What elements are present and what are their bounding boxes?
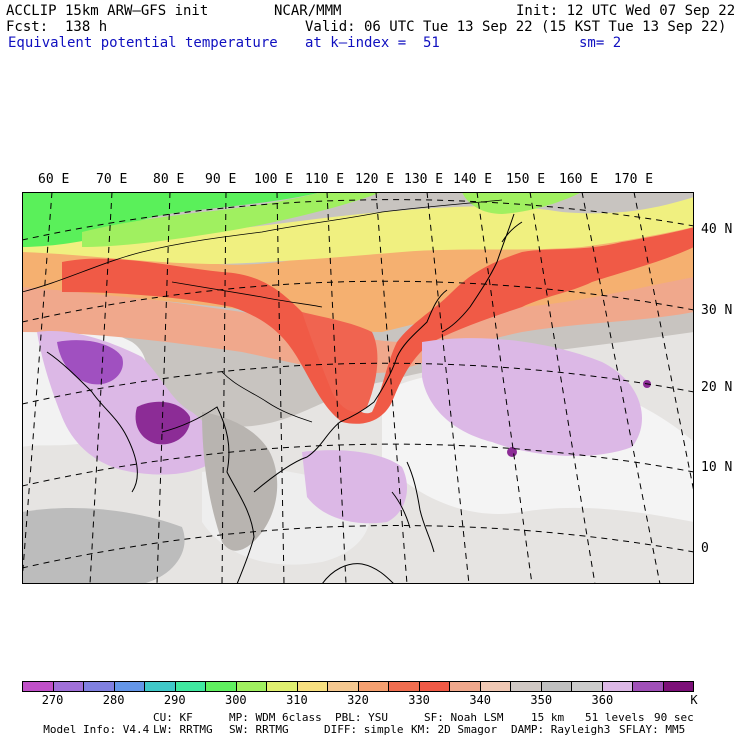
lat-label: 20 N	[701, 380, 733, 395]
coastline	[391, 461, 435, 553]
colorbar-label: 350	[530, 693, 553, 707]
model-title: ACCLIP 15km ARW–GFS init	[6, 3, 209, 19]
footer-item: SF: Noah LSM	[424, 711, 504, 724]
colorbar-swatch	[267, 682, 298, 691]
colorbar-label: 340	[469, 693, 492, 707]
longitude-line	[633, 192, 694, 493]
colorbar-label: 360	[591, 693, 614, 707]
border	[171, 281, 323, 308]
footer-item: PBL: YSU	[335, 711, 388, 724]
colorbar-swatch	[389, 682, 420, 691]
colorbar	[22, 681, 694, 692]
footer-item: 51 levels	[585, 711, 645, 724]
map-field-lightgreen	[462, 192, 582, 214]
lon-label: 70 E	[96, 172, 128, 187]
colorbar-swatch	[206, 682, 237, 691]
colorbar-swatch	[480, 682, 511, 691]
colorbar-swatch	[297, 682, 328, 691]
footer-item: SFLAY: MM5	[619, 723, 686, 736]
longitude-line	[529, 192, 596, 584]
footer-item: DAMP: Rayleigh3	[511, 723, 611, 736]
footer-item: CU: KF	[153, 711, 193, 724]
map-field-lightgreen	[82, 192, 382, 247]
colorbar-swatch	[602, 682, 633, 691]
lon-label: 140 E	[453, 172, 493, 187]
footer-item: LW: RRTMG	[153, 723, 213, 736]
colorbar-swatch	[633, 682, 664, 691]
lat-label: 10 N	[701, 460, 733, 475]
colorbar-label: 310	[286, 693, 308, 707]
colorbar-swatch	[541, 682, 572, 691]
lon-label: 90 E	[205, 172, 237, 187]
colorbar-label: 280	[102, 693, 125, 707]
colorbar-swatch	[663, 682, 693, 691]
colorbar-swatch	[175, 682, 206, 691]
footer-item: 15 km	[531, 711, 565, 724]
colorbar-swatch	[145, 682, 176, 691]
coastline	[253, 289, 448, 493]
colorbar-label: 290	[163, 693, 186, 707]
footer-line1: Model Info: V4.4	[30, 712, 149, 736]
footer-item: SW: RRTMG	[229, 723, 289, 736]
map-field-lilac	[422, 338, 642, 457]
coastline	[441, 213, 523, 333]
colorbar-swatch	[572, 682, 603, 691]
colorbar-swatch	[511, 682, 542, 691]
lon-label: 110 E	[305, 172, 345, 187]
colorbar-label: 300	[224, 693, 247, 707]
lon-label: 80 E	[153, 172, 185, 187]
colorbar-swatch	[23, 682, 54, 691]
footer-item: KM: 2D Smagor	[411, 723, 498, 736]
footer-item: Model Info: V4.4	[43, 723, 150, 736]
colorbar-swatch	[236, 682, 267, 691]
lon-label: 150 E	[506, 172, 546, 187]
border	[221, 371, 313, 423]
lon-label: 170 E	[614, 172, 654, 187]
colorbar-label: 270	[41, 693, 64, 707]
map-field-purple	[507, 447, 517, 457]
border	[22, 199, 503, 293]
lon-label: 120 E	[355, 172, 395, 187]
lon-label: 130 E	[404, 172, 444, 187]
lat-label: 40 N	[701, 222, 733, 237]
colorbar-label: 330	[408, 693, 430, 707]
colorbar-label: K	[690, 693, 698, 707]
level-info: at k–index = 51	[305, 35, 440, 51]
footer-item: 90 sec	[654, 711, 694, 724]
map-field-lilac	[302, 450, 407, 524]
center-name: NCAR/MMM	[274, 3, 342, 19]
coastline	[46, 351, 255, 584]
lat-label: 30 N	[701, 303, 733, 318]
forecast-hour: Fcst: 138 h	[6, 19, 108, 35]
map-field-red	[62, 227, 694, 424]
lat-label: 0	[701, 541, 709, 556]
map-field-red	[302, 312, 378, 412]
longitude-line	[581, 192, 661, 584]
colorbar-swatch	[419, 682, 450, 691]
colorbar-swatch	[358, 682, 389, 691]
map-field-grey	[22, 507, 185, 584]
map-field-yellow	[22, 197, 694, 264]
colorbar-label: 320	[347, 693, 369, 707]
colorbar-swatch	[328, 682, 359, 691]
colorbar-swatch	[84, 682, 115, 691]
map-panel	[22, 192, 694, 584]
colorbar-swatch	[450, 682, 481, 691]
colorbar-swatch	[114, 682, 145, 691]
valid-time: Valid: 06 UTC Tue 13 Sep 22 (15 KST Tue …	[305, 19, 727, 35]
smoothing: sm= 2	[579, 35, 622, 51]
lon-label: 160 E	[559, 172, 599, 187]
footer-item: MP: WDM 6class	[229, 711, 322, 724]
lon-label: 100 E	[254, 172, 294, 187]
coastline	[321, 563, 395, 584]
map-field-violet	[57, 340, 123, 385]
footer-item: DIFF: simple	[324, 723, 404, 736]
map-field-purple	[135, 401, 191, 445]
lon-label: 60 E	[38, 172, 70, 187]
variable-name: Equivalent potential temperature	[8, 35, 278, 51]
map-field-grey	[202, 412, 278, 551]
colorbar-swatch	[53, 682, 84, 691]
init-time: Init: 12 UTC Wed 07 Sep 22	[516, 3, 736, 19]
